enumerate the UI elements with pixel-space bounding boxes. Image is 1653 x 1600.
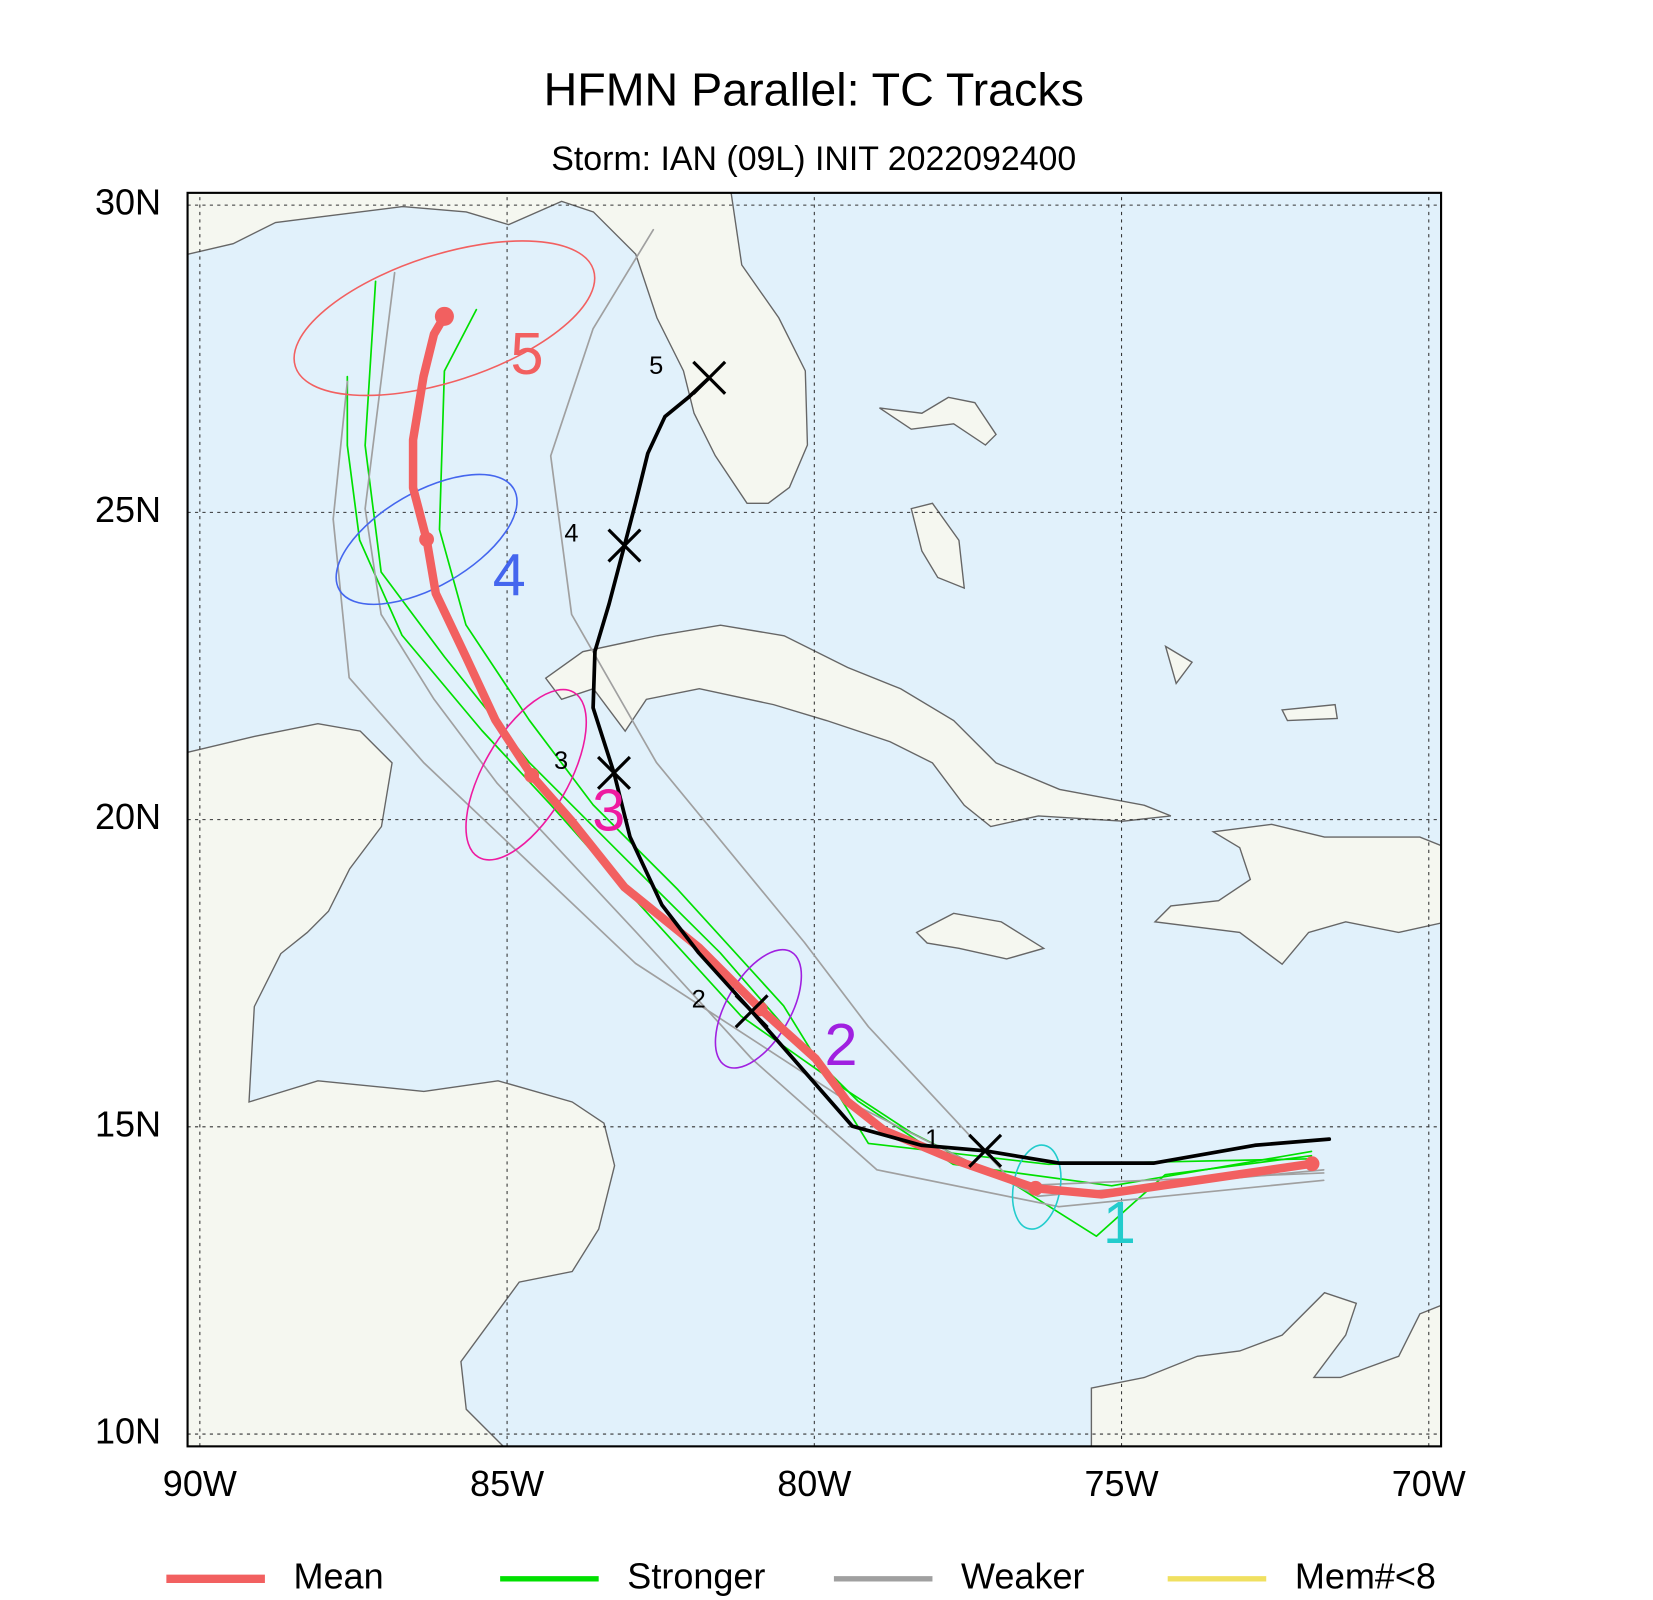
x-tick-label: 80W [777,1463,851,1504]
observed-marker [968,1133,1003,1168]
y-tick-label: 20N [95,796,161,837]
uncertainty-ellipse [335,473,518,606]
grid [187,192,1442,1447]
uncertainty-ellipse [293,240,596,397]
mean-position [434,306,454,326]
ellipse-label: 3 [592,777,625,844]
legend-label: Weaker [961,1555,1084,1596]
tracks [293,228,1332,1238]
mean-track [408,312,1317,1199]
ellipse-label: 1 [1103,1189,1136,1256]
title: HFMN Parallel: TC Tracks [544,64,1084,116]
day-label: 3 [554,747,568,775]
observed-marker [734,994,769,1029]
day-label: 1 [925,1125,939,1153]
x-tick-label: 90W [163,1463,237,1504]
x-tick-label: 75W [1085,1463,1159,1504]
ellipse-label: 2 [825,1011,858,1078]
subtitle: Storm: IAN (09L) INIT 2022092400 [551,140,1076,178]
x-tick-label: 85W [470,1463,544,1504]
day-label: 4 [564,520,578,548]
land [187,192,1442,1447]
member-track [346,375,1313,1238]
uncertainty-ellipse [714,948,803,1069]
y-tick-label: 25N [95,489,161,530]
mean-position [419,531,435,547]
member-track [364,271,1325,1208]
mean-position [524,767,540,783]
y-tick-label: 15N [95,1103,161,1144]
observed-marker [607,528,642,563]
legend-label: Stronger [627,1555,765,1596]
y-tick-label: 30N [95,182,161,223]
mean-position [1304,1156,1320,1172]
frame [186,191,1443,1448]
day-label: 5 [649,352,663,380]
legend-label: Mean [294,1555,384,1596]
legend-label: Mem#<8 [1295,1555,1436,1596]
member-track [549,228,1325,1187]
legend: Mean Stronger Weaker Mem#<8 [166,1555,1436,1596]
ellipse-label: 5 [511,320,544,387]
y-tick-label: 10N [95,1411,161,1452]
mean-position [1028,1180,1043,1196]
observed-marker [692,360,727,395]
observed-track [591,375,1332,1165]
uncertainty-ellipse [465,688,588,861]
day-label: 2 [692,985,706,1013]
x-tick-label: 70W [1392,1463,1466,1504]
ellipse-label: 4 [493,541,526,608]
observed-marker [596,755,632,790]
